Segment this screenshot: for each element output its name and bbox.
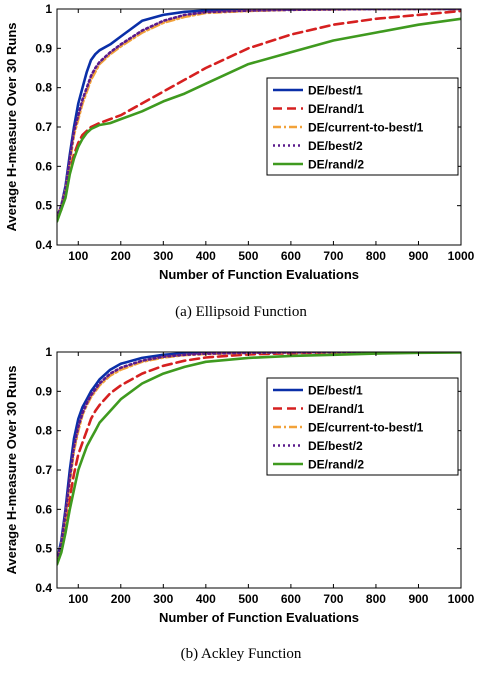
x-tick-label: 100 <box>68 592 88 606</box>
x-tick-label: 600 <box>281 249 301 263</box>
legend-label-4: DE/rand/2 <box>308 458 364 472</box>
legend-label-1: DE/rand/1 <box>308 102 364 116</box>
caption-ackley: (b) Ackley Function <box>180 646 302 662</box>
y-tick-label: 0.5 <box>35 199 52 213</box>
y-tick-label: 0.9 <box>35 384 52 398</box>
chart-ackley: 100 200 300 400 500 600 700 800 900 1000 0.4 0.5 0.6… <box>4 345 475 625</box>
legend: DE/best/1 DE/rand/1 DE/current-to-best/1 DE… <box>266 77 459 176</box>
y-tick-label: 1 <box>45 345 52 359</box>
y-axis-label: Average H-measure Over 30 Runs <box>4 22 19 231</box>
figure-ackley: 100 200 300 400 500 600 700 800 900 1000 0.4 0.5 0.6… <box>0 340 482 677</box>
x-tick-label: 900 <box>408 249 428 263</box>
y-tick-label: 0.9 <box>35 41 52 55</box>
series-line-4 <box>57 17 461 223</box>
legend-label-3: DE/best/2 <box>308 139 363 153</box>
x-axis-label: Number of Function Evaluations <box>159 610 359 625</box>
y-tick-label: 0.4 <box>35 238 52 252</box>
y-tick-label: 0.4 <box>35 581 52 595</box>
x-tick-label: 700 <box>323 592 343 606</box>
y-tick-label: 0.7 <box>35 120 52 134</box>
x-tick-label: 600 <box>281 592 301 606</box>
series-line-3 <box>57 9 461 219</box>
legend-label-2: DE/current-to-best/1 <box>308 421 424 435</box>
x-tick-label: 300 <box>153 249 173 263</box>
x-tick-label: 100 <box>68 249 88 263</box>
y-tick-label: 0.6 <box>35 159 52 173</box>
legend-label-1: DE/rand/1 <box>308 402 364 416</box>
figure-ellipsoid: 100 200 300 400 500 600 700 800 900 1000 0.4 0.5 0.6… <box>4 2 475 320</box>
x-tick-label: 900 <box>408 592 428 606</box>
x-tick-label: 500 <box>238 592 258 606</box>
x-tick-label: 800 <box>366 592 386 606</box>
y-axis-label: Average H-measure Over 30 Runs <box>4 365 19 574</box>
x-tick-label: 200 <box>111 249 131 263</box>
x-axis-label: Number of Function Evaluations <box>159 267 359 282</box>
chart-ellipsoid: 100 200 300 400 500 600 700 800 900 1000 0.4 0.5 0.6… <box>4 2 475 282</box>
x-tick-label: 400 <box>196 249 216 263</box>
caption-ellipsoid: (a) Ellipsoid Function <box>175 304 307 320</box>
x-tick-label: 400 <box>196 592 216 606</box>
legend-label-0: DE/best/1 <box>308 84 363 98</box>
y-tick-label: 0.6 <box>35 502 52 516</box>
x-tick-label: 500 <box>238 249 258 263</box>
x-tick-label: 1000 <box>448 592 475 606</box>
x-tick-label: 300 <box>153 592 173 606</box>
x-tick-label: 1000 <box>448 249 475 263</box>
legend-label-2: DE/current-to-best/1 <box>308 121 424 135</box>
legend: DE/best/1 DE/rand/1 DE/current-to-best/1 DE… <box>266 377 459 476</box>
x-tick-label: 800 <box>366 249 386 263</box>
y-tick-label: 0.8 <box>35 424 52 438</box>
legend-label-4: DE/rand/2 <box>308 158 364 172</box>
x-tick-label: 200 <box>111 592 131 606</box>
y-tick-label: 0.7 <box>35 463 52 477</box>
y-tick-label: 0.5 <box>35 542 52 556</box>
y-tick-label: 0.8 <box>35 81 52 95</box>
legend-box <box>266 77 459 176</box>
series-line-4 <box>57 352 461 566</box>
x-tick-label: 700 <box>323 249 343 263</box>
y-tick-label: 1 <box>45 2 52 16</box>
legend-box <box>266 377 459 476</box>
legend-label-0: DE/best/1 <box>308 384 363 398</box>
legend-label-3: DE/best/2 <box>308 439 363 453</box>
